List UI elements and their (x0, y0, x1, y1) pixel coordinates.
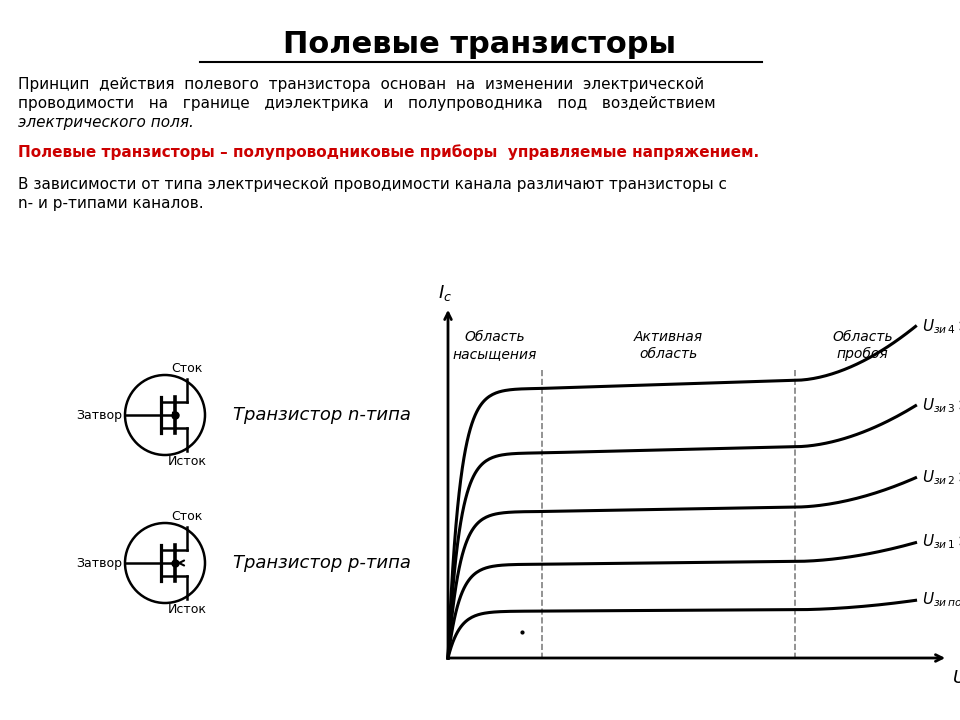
Text: Область: Область (832, 330, 893, 344)
Text: Область: Область (465, 330, 525, 344)
Text: Затвор: Затвор (76, 557, 122, 570)
Text: $U_{зи\,2} > U_{зи\,1}$: $U_{зи\,2} > U_{зи\,1}$ (922, 469, 960, 487)
Text: Полевые транзисторы – полупроводниковые приборы  управляемые напряжением.: Полевые транзисторы – полупроводниковые … (18, 144, 759, 160)
Text: $I_{с}$: $I_{с}$ (438, 283, 452, 303)
Text: $U_{зи\,4} > U_{зи\,3}$: $U_{зи\,4} > U_{зи\,3}$ (922, 317, 960, 336)
Text: Сток: Сток (171, 362, 203, 375)
Text: Затвор: Затвор (76, 408, 122, 421)
Text: Полевые транзисторы: Полевые транзисторы (283, 30, 677, 59)
Text: $U_{зи\,3} > U_{зи\,2}$: $U_{зи\,3} > U_{зи\,2}$ (922, 396, 960, 415)
Text: Сток: Сток (171, 510, 203, 523)
Text: Транзистор р-типа: Транзистор р-типа (233, 554, 411, 572)
Text: n- и р-типами каналов.: n- и р-типами каналов. (18, 196, 204, 211)
Text: пробоя: пробоя (837, 347, 888, 361)
Text: $U_{зи\,пор}$: $U_{зи\,пор}$ (922, 590, 960, 611)
Text: Транзистор n-типа: Транзистор n-типа (233, 406, 411, 424)
Text: область: область (639, 347, 698, 361)
Text: Принцип  действия  полевого  транзистора  основан  на  изменении  электрической: Принцип действия полевого транзистора ос… (18, 77, 704, 92)
Text: $U_{си}$: $U_{си}$ (952, 668, 960, 688)
Text: Активная: Активная (634, 330, 703, 344)
Text: насыщения: насыщения (453, 347, 538, 361)
Text: электрического поля.: электрического поля. (18, 115, 194, 130)
Text: Исток: Исток (167, 603, 206, 616)
Text: $U_{зи\,1} > U_{зи\,пор}$: $U_{зи\,1} > U_{зи\,пор}$ (922, 532, 960, 553)
Text: проводимости   на   границе   диэлектрика   и   полупроводника   под   воздейств: проводимости на границе диэлектрика и по… (18, 96, 715, 111)
Text: В зависимости от типа электрической проводимости канала различают транзисторы с: В зависимости от типа электрической пров… (18, 177, 727, 192)
Text: Исток: Исток (167, 455, 206, 468)
